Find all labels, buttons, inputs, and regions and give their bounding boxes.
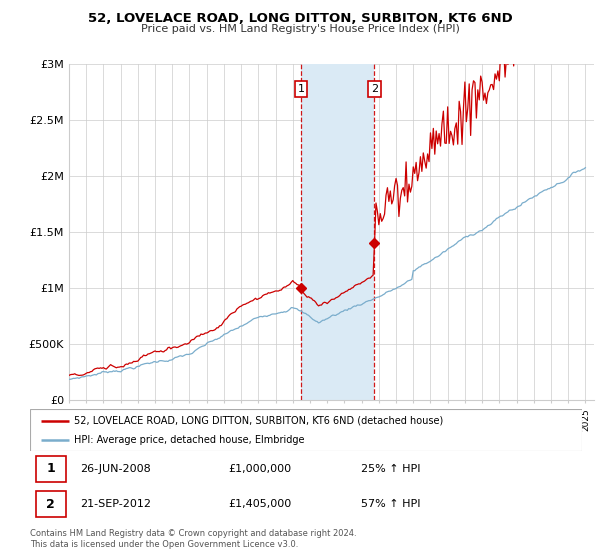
Text: 2: 2 (371, 84, 378, 94)
Text: £1,000,000: £1,000,000 (229, 464, 292, 474)
Text: Contains HM Land Registry data © Crown copyright and database right 2024.
This d: Contains HM Land Registry data © Crown c… (30, 529, 356, 549)
FancyBboxPatch shape (30, 409, 582, 451)
Text: 57% ↑ HPI: 57% ↑ HPI (361, 499, 421, 509)
Text: HPI: Average price, detached house, Elmbridge: HPI: Average price, detached house, Elmb… (74, 435, 305, 445)
Text: £1,405,000: £1,405,000 (229, 499, 292, 509)
Text: 52, LOVELACE ROAD, LONG DITTON, SURBITON, KT6 6ND (detached house): 52, LOVELACE ROAD, LONG DITTON, SURBITON… (74, 416, 443, 426)
Text: Price paid vs. HM Land Registry's House Price Index (HPI): Price paid vs. HM Land Registry's House … (140, 24, 460, 34)
Text: 1: 1 (46, 463, 55, 475)
Text: 26-JUN-2008: 26-JUN-2008 (80, 464, 151, 474)
Text: 52, LOVELACE ROAD, LONG DITTON, SURBITON, KT6 6ND: 52, LOVELACE ROAD, LONG DITTON, SURBITON… (88, 12, 512, 25)
Text: 21-SEP-2012: 21-SEP-2012 (80, 499, 151, 509)
FancyBboxPatch shape (35, 456, 66, 482)
FancyBboxPatch shape (35, 491, 66, 517)
Bar (301, 64, 374, 400)
Text: 25% ↑ HPI: 25% ↑ HPI (361, 464, 421, 474)
Text: 2: 2 (46, 497, 55, 511)
Text: 1: 1 (298, 84, 305, 94)
